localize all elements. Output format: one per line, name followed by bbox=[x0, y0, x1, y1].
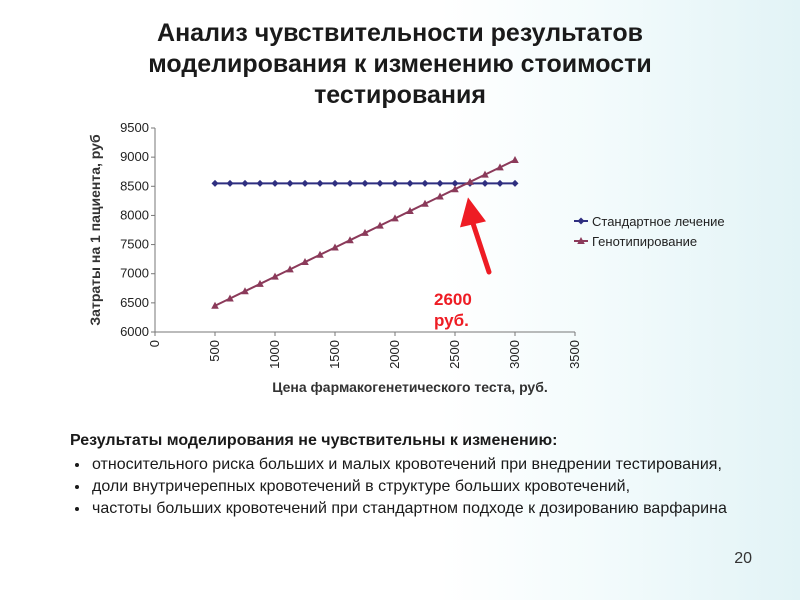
data-point-genotyping bbox=[331, 243, 339, 251]
data-point-genotyping bbox=[361, 228, 369, 236]
y-tick-label: 7000 bbox=[120, 266, 149, 281]
y-tick-label: 7500 bbox=[120, 237, 149, 252]
data-point-standard bbox=[406, 179, 414, 187]
data-point-standard bbox=[241, 179, 249, 187]
data-point-standard bbox=[421, 179, 429, 187]
data-point-standard bbox=[211, 179, 219, 187]
data-point-standard bbox=[331, 179, 339, 187]
x-tick-label: 1000 bbox=[267, 340, 282, 369]
data-point-genotyping bbox=[316, 250, 324, 258]
data-point-genotyping bbox=[496, 163, 504, 171]
data-point-genotyping bbox=[301, 258, 309, 266]
y-tick-label: 6500 bbox=[120, 295, 149, 310]
results-item: доли внутричерепных кровотечений в струк… bbox=[90, 476, 770, 498]
data-point-standard bbox=[361, 179, 369, 187]
x-axis-title: Цена фармакогенетического теста, руб. bbox=[272, 379, 548, 395]
data-point-genotyping bbox=[226, 294, 234, 302]
data-point-standard bbox=[256, 179, 264, 187]
data-point-standard bbox=[451, 179, 459, 187]
data-point-genotyping bbox=[391, 214, 399, 222]
legend-label: Стандартное лечение bbox=[592, 214, 725, 229]
annotation-label: 2600 bbox=[434, 290, 472, 309]
data-point-genotyping bbox=[211, 301, 219, 309]
data-point-genotyping bbox=[346, 236, 354, 244]
x-tick-label: 3000 bbox=[507, 340, 522, 369]
data-point-genotyping bbox=[406, 207, 414, 215]
legend-label: Генотипирование bbox=[592, 234, 697, 249]
results-item: относительного риска больших и малых кро… bbox=[90, 454, 770, 476]
y-tick-label: 9500 bbox=[120, 120, 149, 135]
data-point-genotyping bbox=[271, 272, 279, 280]
data-point-genotyping bbox=[421, 199, 429, 207]
results-item: частоты больших кровотечений при стандар… bbox=[90, 498, 770, 520]
x-tick-label: 3500 bbox=[567, 340, 582, 369]
x-tick-label: 1500 bbox=[327, 340, 342, 369]
data-point-standard bbox=[316, 179, 324, 187]
data-point-genotyping bbox=[256, 279, 264, 287]
legend-marker-diamond bbox=[577, 217, 585, 225]
x-tick-label: 2500 bbox=[447, 340, 462, 369]
y-tick-label: 8500 bbox=[120, 178, 149, 193]
data-point-standard bbox=[271, 179, 279, 187]
x-tick-label: 500 bbox=[207, 340, 222, 362]
data-point-genotyping bbox=[436, 192, 444, 200]
data-point-standard bbox=[436, 179, 444, 187]
data-point-standard bbox=[301, 179, 309, 187]
data-point-genotyping bbox=[481, 170, 489, 178]
annotation-arrow-shaft bbox=[470, 220, 492, 275]
y-tick-label: 9000 bbox=[120, 149, 149, 164]
data-point-genotyping bbox=[511, 156, 519, 164]
annotation-label: руб. bbox=[434, 311, 469, 330]
slide-title: Анализ чувствительности результатов моде… bbox=[148, 19, 652, 109]
y-tick-label: 6000 bbox=[120, 324, 149, 339]
data-point-standard bbox=[496, 179, 504, 187]
data-point-standard bbox=[511, 179, 519, 187]
data-point-standard bbox=[226, 179, 234, 187]
data-point-genotyping bbox=[451, 185, 459, 193]
data-point-genotyping bbox=[286, 265, 294, 273]
data-point-standard bbox=[391, 179, 399, 187]
data-point-genotyping bbox=[466, 177, 474, 185]
data-point-standard bbox=[346, 179, 354, 187]
data-point-genotyping bbox=[241, 287, 249, 295]
x-tick-label: 2000 bbox=[387, 340, 402, 369]
y-axis-title: Затраты на 1 пациента, руб bbox=[87, 134, 103, 326]
data-point-standard bbox=[286, 179, 294, 187]
legend-marker-triangle bbox=[577, 237, 585, 244]
results-list: относительного риска больших и малых кро… bbox=[70, 454, 770, 520]
annotation-arrow-head bbox=[460, 197, 486, 228]
data-point-standard bbox=[481, 179, 489, 187]
x-tick-label: 0 bbox=[147, 340, 162, 347]
page-number: 20 bbox=[734, 550, 752, 567]
data-point-standard bbox=[376, 179, 384, 187]
data-point-genotyping bbox=[376, 221, 384, 229]
y-tick-label: 8000 bbox=[120, 207, 149, 222]
results-block: Результаты моделирования не чувствительн… bbox=[70, 430, 770, 520]
results-heading: Результаты моделирования не чувствительн… bbox=[70, 432, 558, 449]
